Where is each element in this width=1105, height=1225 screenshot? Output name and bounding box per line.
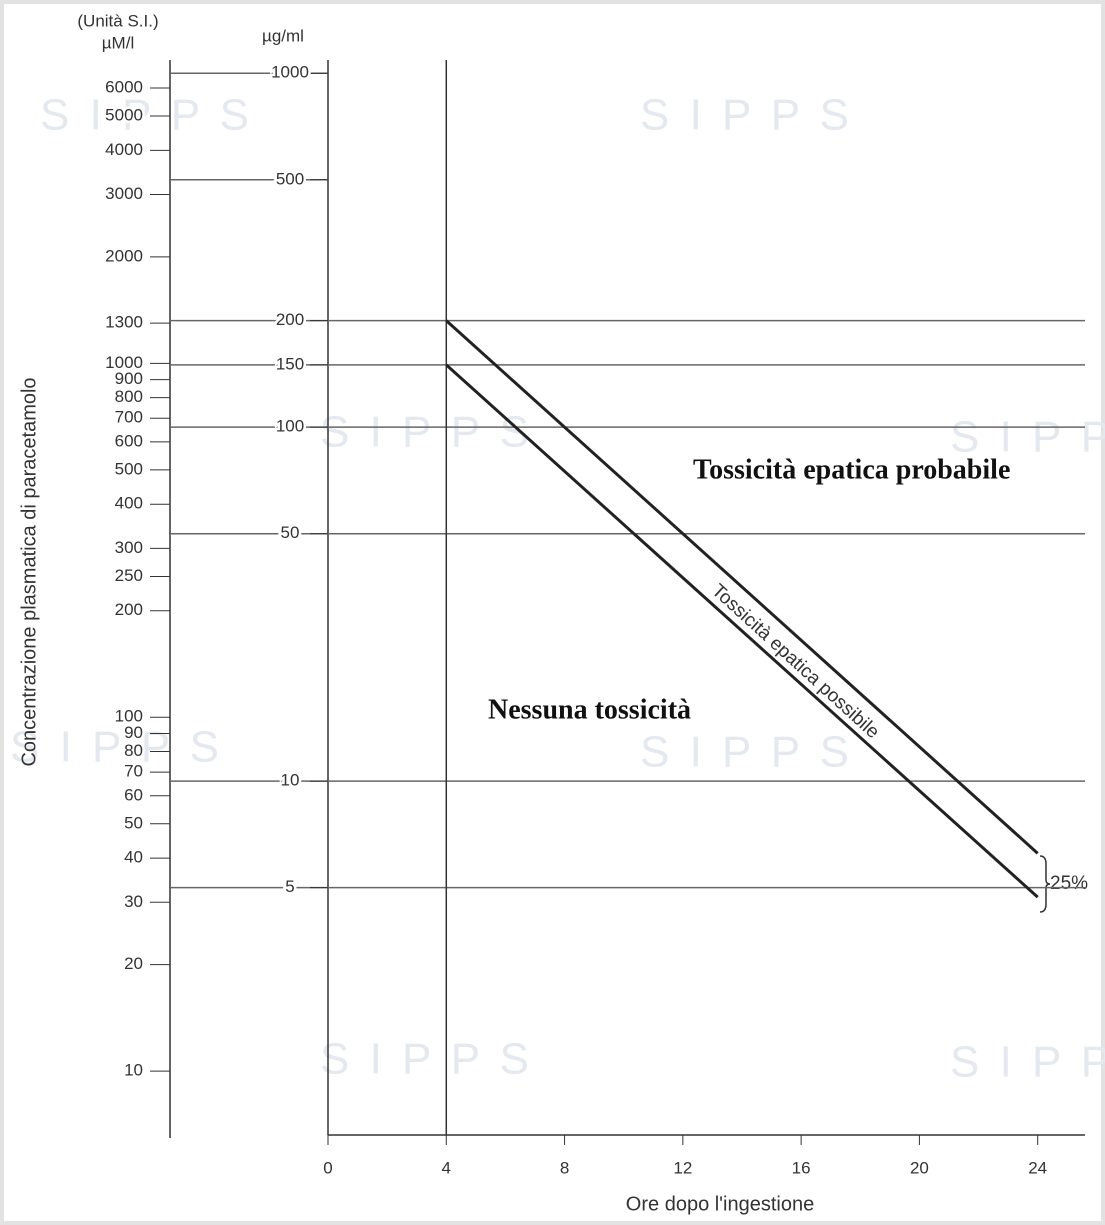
watermark: S I P P S [640, 91, 853, 140]
y2-tick-label: 6000 [105, 78, 143, 97]
y2-tick-label: 4000 [105, 140, 143, 159]
annotation: 25% [1050, 873, 1088, 894]
y2-tick-label: 900 [115, 369, 143, 388]
y2-tick-label: 90 [124, 723, 143, 742]
y-tick-label: 500 [276, 169, 304, 188]
x-tick-label: 0 [323, 1158, 332, 1177]
y2-tick-label: 400 [115, 494, 143, 513]
y2-tick-label: 40 [124, 848, 143, 867]
y2-tick-label: 700 [115, 408, 143, 427]
watermark: S I P P S [640, 728, 853, 777]
x-tick-label: 24 [1028, 1158, 1047, 1177]
x-tick-label: 12 [673, 1158, 692, 1177]
y2-tick-label: 80 [124, 741, 143, 760]
frame [1, 1, 1104, 1224]
watermark: S I P P S [10, 723, 223, 772]
y2-tick-label: 5000 [105, 106, 143, 125]
x-tick-label: 4 [442, 1158, 451, 1177]
y-axis-label: Concentrazione plasmatica di paracetamol… [18, 377, 40, 766]
y-tick-label: 1000 [271, 63, 309, 82]
y2-title: (Unità S.I.) [77, 11, 158, 30]
y-tick-label: 100 [276, 417, 304, 436]
y-tick-label: 10 [281, 771, 300, 790]
y2-tick-label: 30 [124, 892, 143, 911]
watermark: S I P P S [950, 1038, 1105, 1087]
y2-tick-label: 800 [115, 387, 143, 406]
y2-tick-label: 300 [115, 538, 143, 557]
y2-tick-label: 10 [124, 1061, 143, 1080]
y2-tick-label: 20 [124, 954, 143, 973]
watermark: S I P P S [40, 91, 253, 140]
watermark: S I P P S [320, 1035, 533, 1084]
y2-unit: µM/l [102, 33, 134, 52]
annotation: Nessuna tossicità [488, 694, 691, 725]
x-tick-label: 20 [910, 1158, 929, 1177]
chart: S I P P S S I P P S S I P P S S I P P S … [0, 0, 1105, 1225]
y2-tick-label: 50 [124, 813, 143, 832]
y2-tick-label: 600 [115, 431, 143, 450]
x-tick-label: 8 [560, 1158, 569, 1177]
y-unit: µg/ml [262, 26, 304, 45]
y2-tick-label: 250 [115, 566, 143, 585]
y-tick-label: 150 [276, 354, 304, 373]
y2-tick-label: 60 [124, 785, 143, 804]
y-tick-label: 50 [281, 523, 300, 542]
x-axis-label: Ore dopo l'ingestione [626, 1193, 814, 1215]
annotation: Tossicità epatica probabile [693, 454, 1010, 485]
y2-tick-label: 500 [115, 459, 143, 478]
x-tick-label: 16 [792, 1158, 811, 1177]
y2-tick-label: 3000 [105, 184, 143, 203]
y-tick-label: 5 [285, 877, 294, 896]
y2-tick-label: 200 [115, 600, 143, 619]
y2-tick-label: 2000 [105, 246, 143, 265]
y2-tick-label: 70 [124, 762, 143, 781]
y2-tick-label: 1300 [105, 313, 143, 332]
y-tick-label: 200 [276, 310, 304, 329]
